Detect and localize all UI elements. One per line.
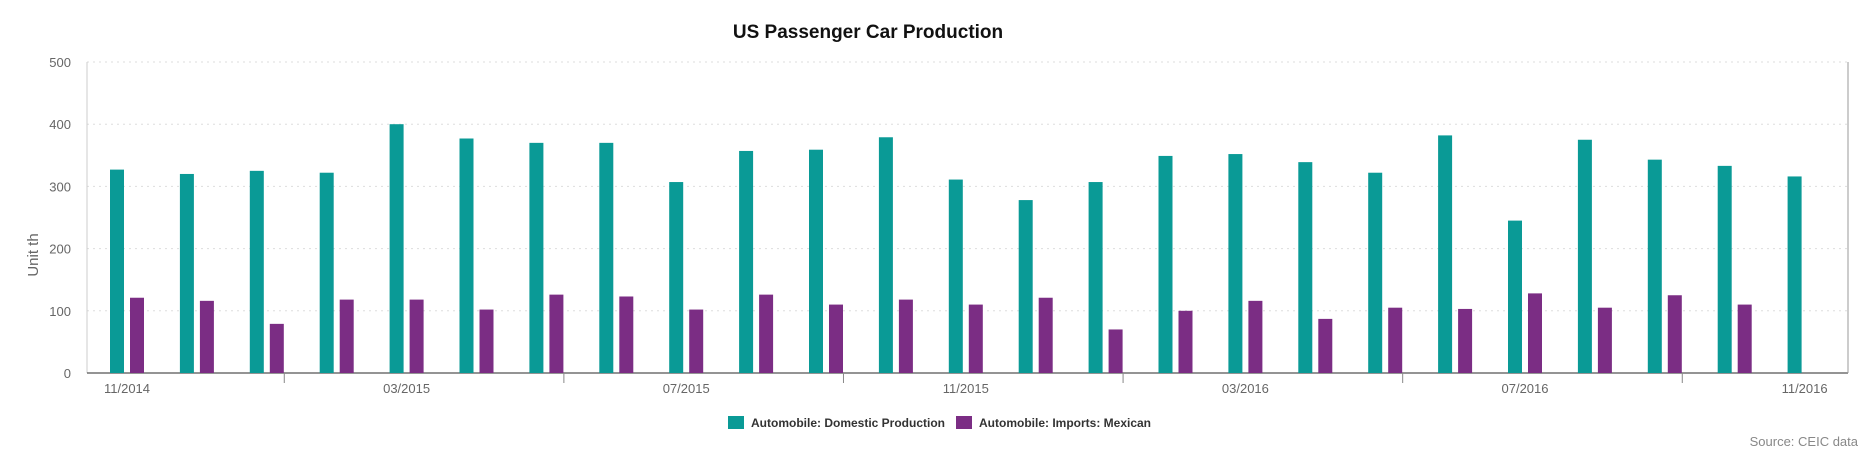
bar-domestic-09/2015[interactable] bbox=[809, 149, 823, 373]
bar-domestic-03/2015[interactable] bbox=[389, 124, 404, 373]
y-axis-tick-labels: 0 100 200 300 400 500 bbox=[49, 55, 71, 381]
legend-item-mexican[interactable]: Automobile: Imports: Mexican bbox=[956, 416, 1151, 430]
bar-mexican-02/2015[interactable] bbox=[339, 299, 354, 373]
x-axis-ticks: 11/2014 03/2015 07/2015 11/2015 03/2016 07/20… bbox=[104, 373, 1828, 396]
bar-mexican-11/2014[interactable] bbox=[130, 297, 144, 373]
bar-domestic-11/2016[interactable] bbox=[1787, 176, 1802, 373]
legend-swatch-mexican bbox=[956, 416, 972, 429]
bar-domestic-07/2016[interactable] bbox=[1508, 220, 1522, 373]
x-tick-label: 11/2014 bbox=[104, 381, 150, 396]
bar-domestic-11/2015[interactable] bbox=[948, 179, 963, 373]
bar-domestic-04/2015[interactable] bbox=[459, 138, 474, 373]
legend-item-domestic[interactable]: Automobile: Domestic Production bbox=[728, 416, 945, 430]
bar-mexican-08/2015[interactable] bbox=[759, 294, 774, 373]
y-tick-label: 500 bbox=[49, 55, 71, 70]
bar-mexican-09/2016[interactable] bbox=[1667, 295, 1682, 373]
bar-domestic-05/2015[interactable] bbox=[529, 142, 544, 373]
bar-mexican-10/2016[interactable] bbox=[1737, 304, 1752, 373]
bar-mexican-08/2016[interactable] bbox=[1597, 307, 1612, 373]
bar-mexican-09/2015[interactable] bbox=[829, 304, 843, 373]
bar-domestic-11/2014[interactable] bbox=[110, 169, 124, 373]
y-tick-label: 100 bbox=[49, 304, 71, 319]
bar-domestic-06/2015[interactable] bbox=[599, 142, 614, 373]
bar-domestic-06/2016[interactable] bbox=[1438, 135, 1453, 373]
bar-mexican-10/2015[interactable] bbox=[898, 299, 913, 373]
x-tick-label: 03/2015 bbox=[383, 381, 430, 396]
legend-swatch-domestic bbox=[728, 416, 744, 429]
bar-mexican-01/2015[interactable] bbox=[269, 323, 284, 373]
bar-mexican-06/2016[interactable] bbox=[1458, 308, 1473, 373]
bar-domestic-08/2016[interactable] bbox=[1577, 139, 1592, 373]
y-axis-label: Unit th bbox=[25, 233, 42, 276]
bar-domestic-10/2016[interactable] bbox=[1717, 165, 1732, 373]
chart-title: US Passenger Car Production bbox=[733, 22, 1003, 43]
y-tick-label: 200 bbox=[49, 242, 71, 257]
x-tick-label: 11/2015 bbox=[943, 381, 989, 396]
bar-domestic-02/2015[interactable] bbox=[319, 172, 334, 373]
source-note: Source: CEIC data bbox=[1750, 434, 1859, 449]
y-tick-label: 0 bbox=[64, 366, 71, 381]
bar-domestic-03/2016[interactable] bbox=[1228, 154, 1243, 373]
bar-mexican-05/2015[interactable] bbox=[549, 294, 564, 373]
legend: Automobile: Domestic Production Automobi… bbox=[728, 416, 1151, 430]
bar-domestic-12/2014[interactable] bbox=[179, 173, 194, 373]
x-tick-label: 03/2016 bbox=[1222, 381, 1269, 396]
x-tick-label: 07/2015 bbox=[663, 381, 710, 396]
bar-mexican-06/2015[interactable] bbox=[619, 296, 634, 373]
bar-mexican-07/2015[interactable] bbox=[689, 309, 704, 373]
legend-label-domestic: Automobile: Domestic Production bbox=[751, 416, 945, 430]
bar-mexican-04/2016[interactable] bbox=[1318, 318, 1333, 373]
bar-mexican-12/2014[interactable] bbox=[199, 300, 214, 373]
x-tick-label: 07/2016 bbox=[1502, 381, 1549, 396]
x-tick-label: 11/2016 bbox=[1782, 381, 1828, 396]
bar-mexican-02/2016[interactable] bbox=[1178, 310, 1193, 373]
bar-domestic-04/2016[interactable] bbox=[1298, 162, 1313, 373]
y-tick-label: 300 bbox=[49, 179, 71, 194]
bar-domestic-12/2015[interactable] bbox=[1018, 200, 1033, 373]
bar-domestic-05/2016[interactable] bbox=[1368, 172, 1383, 373]
bar-domestic-08/2015[interactable] bbox=[739, 150, 754, 373]
bar-domestic-01/2015[interactable] bbox=[249, 170, 264, 373]
bar-mexican-11/2015[interactable] bbox=[968, 304, 983, 373]
bar-mexican-03/2015[interactable] bbox=[409, 299, 424, 373]
bar-domestic-02/2016[interactable] bbox=[1158, 155, 1173, 373]
y-tick-label: 400 bbox=[49, 117, 71, 132]
bar-domestic-10/2015[interactable] bbox=[878, 137, 893, 373]
bar-mexican-12/2015[interactable] bbox=[1038, 297, 1053, 373]
legend-label-mexican: Automobile: Imports: Mexican bbox=[979, 416, 1151, 430]
bar-mexican-01/2016[interactable] bbox=[1108, 329, 1123, 373]
bar-mexican-04/2015[interactable] bbox=[479, 309, 494, 373]
bars bbox=[110, 124, 1802, 373]
bar-domestic-07/2015[interactable] bbox=[669, 182, 684, 373]
bar-mexican-05/2016[interactable] bbox=[1388, 307, 1403, 373]
bar-mexican-07/2016[interactable] bbox=[1528, 293, 1542, 373]
bar-domestic-09/2016[interactable] bbox=[1647, 159, 1662, 373]
bar-mexican-03/2016[interactable] bbox=[1248, 300, 1263, 373]
bar-domestic-01/2016[interactable] bbox=[1088, 182, 1103, 373]
